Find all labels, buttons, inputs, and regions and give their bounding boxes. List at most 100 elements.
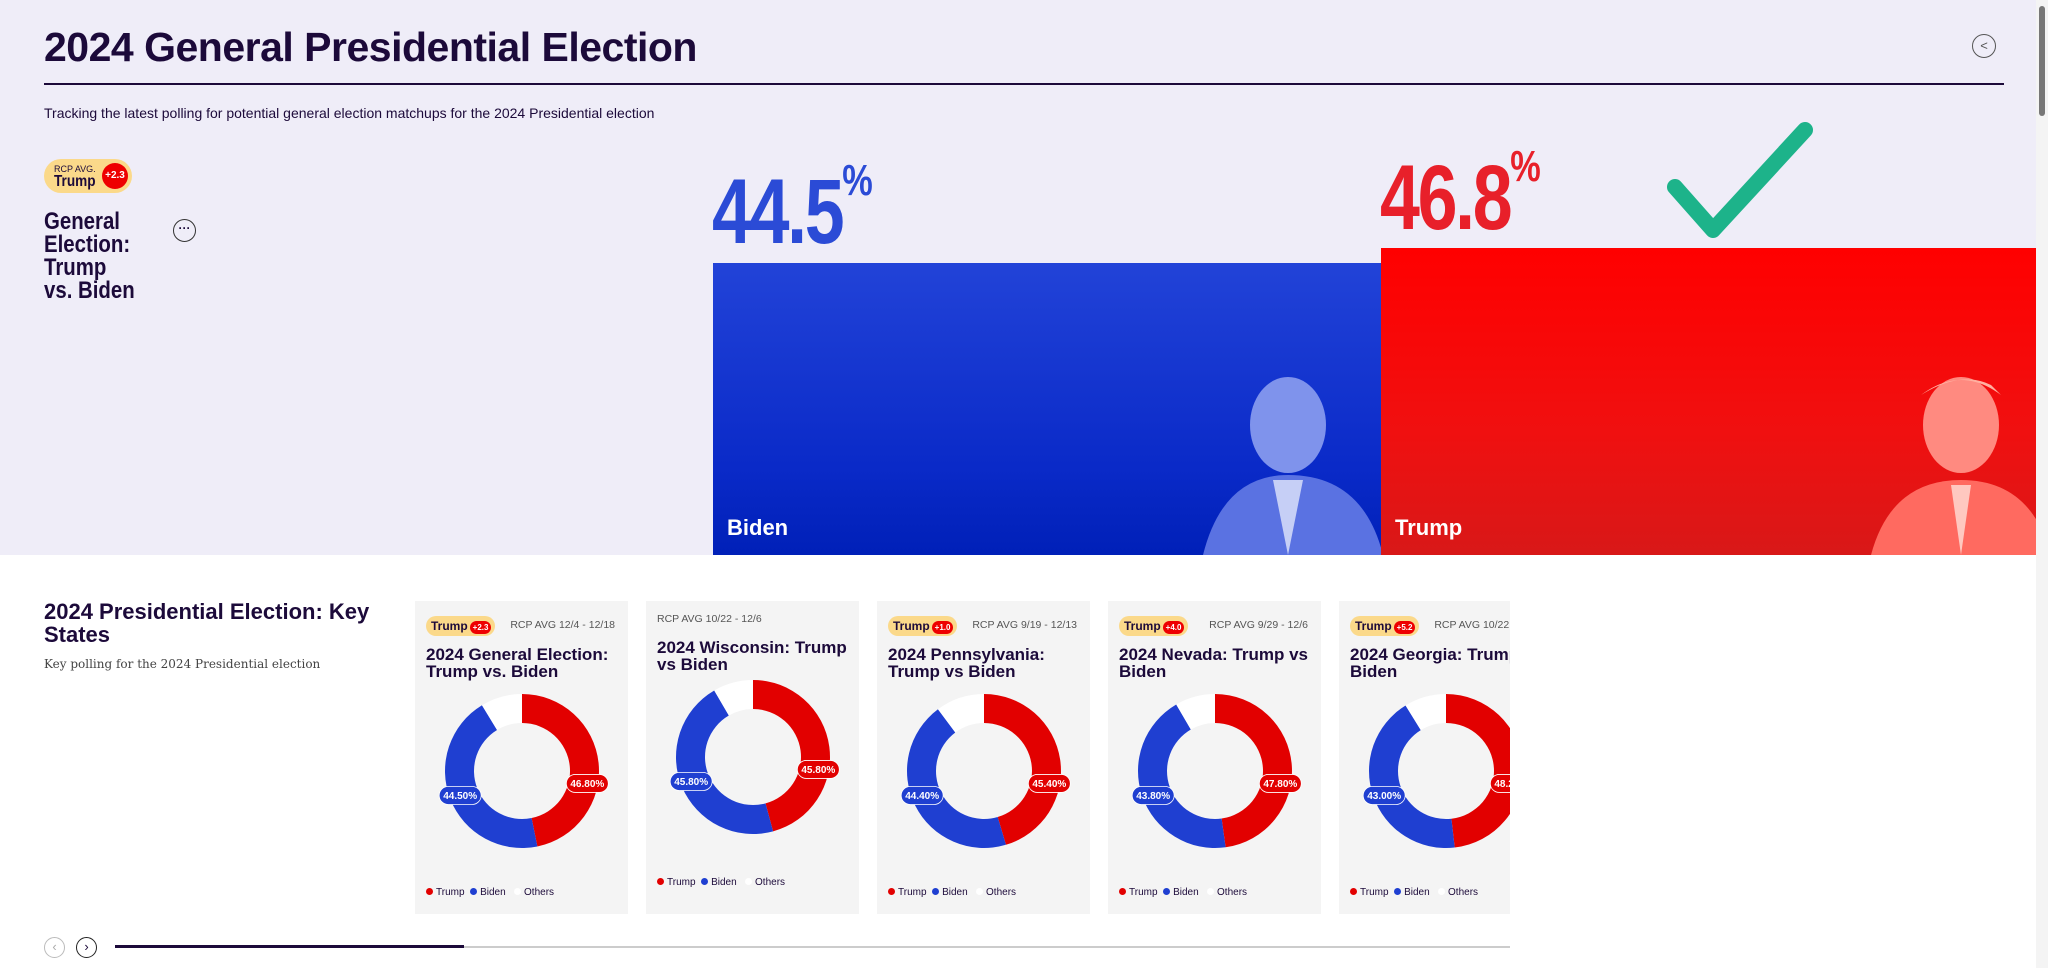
- spread-badge: +5.2: [1393, 621, 1416, 634]
- badge-spread: +2.3: [102, 163, 128, 189]
- rcp-avg-dates: RCP AVG 9/29 - 12/6: [1209, 619, 1308, 631]
- others-segment: [1176, 694, 1215, 730]
- page-title: 2024 General Presidential Election: [44, 24, 697, 70]
- state-poll-card[interactable]: Trump +2.3 RCP AVG 12/4 - 12/18 2024 Genera…: [415, 601, 628, 914]
- leader-badge: Trump +4.0: [1119, 616, 1189, 636]
- trump-bar[interactable]: Trump: [1381, 248, 2048, 555]
- rcp-avg-dates: RCP AVG 9/19 - 12/13: [972, 619, 1077, 631]
- svg-text:44.50%: 44.50%: [443, 791, 477, 802]
- key-states-carousel: Trump +2.3 RCP AVG 12/4 - 12/18 2024 Genera…: [415, 601, 1510, 914]
- others-segment: [937, 694, 984, 733]
- biden-segment: [676, 690, 774, 834]
- donut-chart: 46.80% 44.50%: [438, 694, 609, 848]
- badge-label: RCP AVG.: [54, 164, 96, 174]
- svg-text:43.80%: 43.80%: [1136, 791, 1170, 802]
- biden-bar[interactable]: Biden: [713, 263, 1381, 555]
- carousel-progress[interactable]: [115, 945, 464, 948]
- svg-text:45.80%: 45.80%: [674, 777, 708, 788]
- race-title[interactable]: General Election: Trump vs. Biden: [44, 208, 135, 304]
- others-segment: [1405, 694, 1446, 731]
- share-icon[interactable]: <: [1972, 34, 1996, 58]
- biden-legend-dot: [701, 878, 709, 885]
- donut-chart: 47.80% 43.80%: [1131, 694, 1302, 848]
- biden-data-label: 44.50%: [438, 786, 482, 805]
- badge-leader: Trump: [54, 173, 96, 190]
- rcp-avg-dates: RCP AVG 10/22 - 12/6: [1434, 619, 1510, 631]
- biden-legend-dot: [1163, 888, 1171, 895]
- page-scrollbar[interactable]: [2036, 0, 2048, 968]
- scrollbar-thumb[interactable]: [2039, 6, 2045, 116]
- winner-check-icon: [1667, 122, 1813, 238]
- biden-segment: [907, 709, 1006, 848]
- ellipsis-icon[interactable]: ···: [173, 219, 196, 242]
- rcp-avg-dates: RCP AVG 10/22 - 12/6: [657, 613, 762, 625]
- trump-data-label: 45.40%: [1027, 774, 1071, 793]
- hero-section: 2024 General Presidential Election < Tra…: [0, 0, 2048, 555]
- spread-badge: +1.0: [931, 621, 954, 634]
- trump-photo: [1871, 377, 2048, 555]
- svg-text:47.80%: 47.80%: [1263, 779, 1297, 790]
- carousel-track[interactable]: [115, 946, 1510, 948]
- svg-text:46.80%: 46.80%: [570, 779, 604, 790]
- trump-legend-dot: [657, 878, 664, 885]
- card-title[interactable]: 2024 Wisconsin: Trump vs Biden: [657, 638, 847, 674]
- trump-legend-dot: [1119, 888, 1126, 895]
- trump-segment: [522, 694, 599, 847]
- biden-name: Biden: [727, 515, 789, 540]
- trump-data-label: 47.80%: [1258, 774, 1302, 793]
- others-segment: [481, 694, 522, 730]
- state-poll-card[interactable]: Trump +1.0 RCP AVG 9/19 - 12/13 2024 Pennsy…: [877, 601, 1090, 914]
- biden-segment: [1369, 705, 1455, 848]
- donut-chart: 45.40% 44.40%: [900, 694, 1071, 848]
- donut-chart: 48.20% 43.00%: [1362, 694, 1510, 848]
- biden-photo: [1203, 377, 1381, 555]
- biden-data-label: 44.40%: [900, 786, 944, 805]
- chevron-right-icon[interactable]: ›: [76, 937, 97, 958]
- others-legend-dot: [514, 888, 522, 895]
- leader-badge: Trump +5.2: [1350, 616, 1420, 636]
- rcp-avg-dates: RCP AVG 12/4 - 12/18: [510, 619, 615, 631]
- svg-text:45.80%: 45.80%: [801, 765, 835, 776]
- spread-badge: +2.3: [469, 621, 492, 634]
- key-states-subtitle: Key polling for the 2024 Presidential el…: [44, 657, 321, 671]
- leader-badge: Trump +2.3: [426, 616, 496, 636]
- state-poll-card[interactable]: RCP AVG 10/22 - 12/6 2024 Wisconsin: Trum…: [646, 601, 859, 914]
- biden-data-label: 45.80%: [669, 772, 713, 791]
- card-title[interactable]: 2024 Pennsylvania: Trump vs Biden: [888, 645, 1045, 681]
- biden-legend-dot: [470, 888, 478, 895]
- biden-segment: [1138, 704, 1226, 848]
- trump-data-label: 48.20%: [1489, 774, 1510, 793]
- trump-legend-dot: [426, 888, 433, 895]
- biden-legend-dot: [1394, 888, 1402, 895]
- key-states-title: 2024 Presidential Election: Key States: [44, 599, 370, 647]
- card-title[interactable]: 2024 Nevada: Trump vs Biden: [1119, 645, 1308, 681]
- page-subtitle: Tracking the latest polling for potentia…: [44, 105, 655, 121]
- state-poll-card[interactable]: Trump+5.2 RCP AVG 10/22 - 12/6 2024 Georgi…: [1339, 601, 1510, 914]
- biden-data-label: 43.80%: [1131, 786, 1175, 805]
- chart-legend: Trump Biden Others: [888, 887, 1016, 898]
- others-legend-dot: [745, 878, 753, 885]
- state-poll-card[interactable]: Trump +4.0 RCP AVG 9/29 - 12/6 2024 Nevada:…: [1108, 601, 1321, 914]
- trump-name: Trump: [1395, 515, 1463, 540]
- others-legend-dot: [1207, 888, 1215, 895]
- chart-legend: Trump Biden Others: [426, 887, 554, 898]
- trump-percentage: 46.8%: [1380, 142, 1541, 249]
- title-divider: [44, 83, 2004, 85]
- svg-text:45.40%: 45.40%: [1032, 779, 1066, 790]
- spread-badge: +4.0: [1162, 621, 1185, 634]
- card-title[interactable]: 2024 Georgia: Trump vs Biden: [1350, 645, 1510, 681]
- rcp-avg-badge: RCP AVG. Trump +2.3: [44, 159, 132, 193]
- trump-segment: [1215, 694, 1292, 848]
- chevron-left-icon[interactable]: ‹: [44, 937, 65, 958]
- svg-text:43.00%: 43.00%: [1367, 791, 1401, 802]
- biden-data-label: 43.00%: [1362, 786, 1406, 805]
- trump-data-label: 45.80%: [796, 760, 840, 779]
- svg-text:48.20%: 48.20%: [1494, 779, 1510, 790]
- trump-segment: [984, 694, 1061, 845]
- leader-badge: Trump +1.0: [888, 616, 958, 636]
- card-title[interactable]: 2024 General Election: Trump vs. Biden: [426, 645, 609, 681]
- donut-chart: 45.80% 45.80%: [669, 680, 840, 834]
- trump-legend-dot: [888, 888, 895, 895]
- biden-segment: [445, 705, 538, 848]
- chart-legend: Trump Biden Others: [657, 877, 785, 888]
